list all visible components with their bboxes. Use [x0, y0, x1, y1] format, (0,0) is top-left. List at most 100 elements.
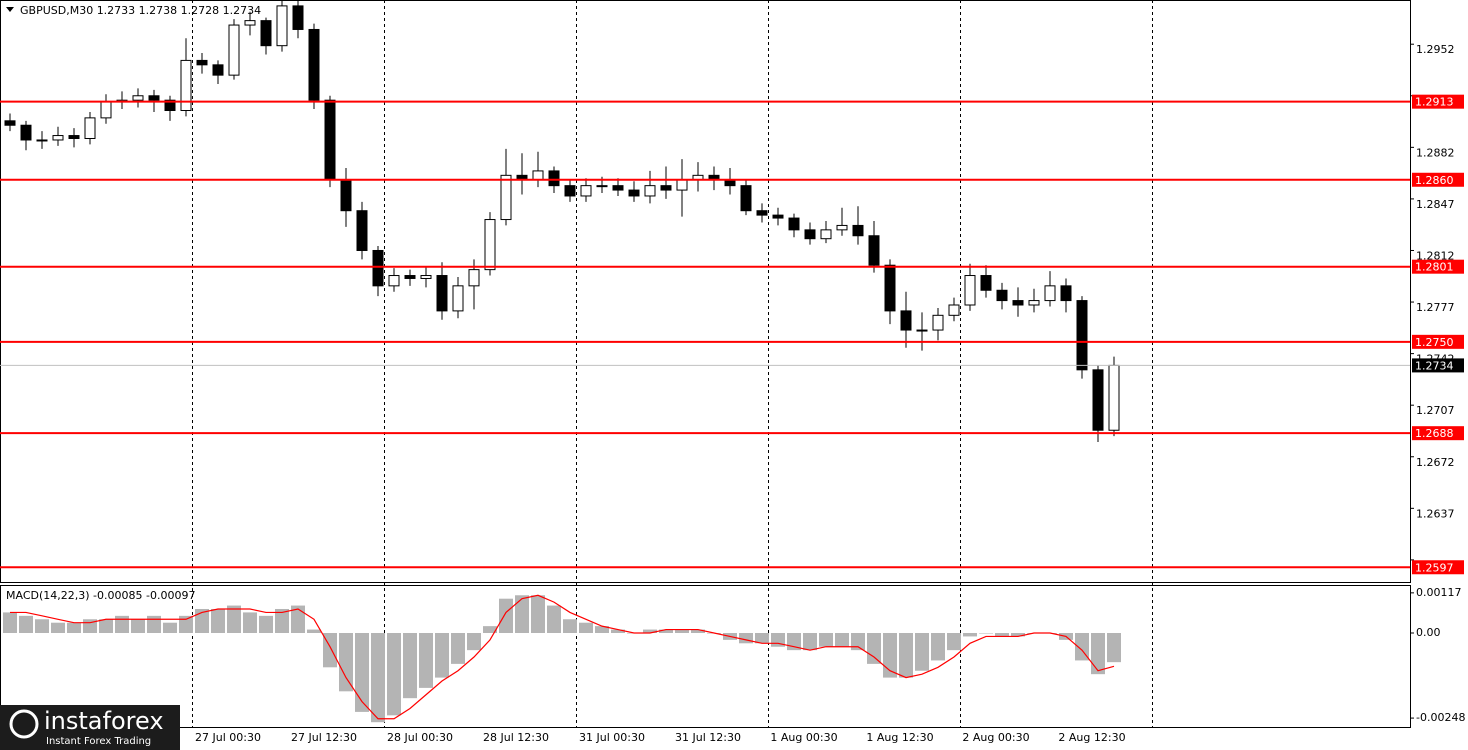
- x-tick-label: 1 Aug 12:30: [866, 731, 933, 744]
- level-label: 1.2913: [1415, 96, 1454, 109]
- macd-bar: [131, 619, 145, 633]
- chart-title: GBPUSD,M30 1.2733 1.2738 1.2728 1.2734: [20, 4, 261, 17]
- macd-bar: [691, 629, 705, 633]
- candle-body: [420, 275, 432, 279]
- candle-body: [52, 135, 64, 141]
- y-tick-label: 1.2882: [1416, 146, 1455, 159]
- candle-body: [164, 99, 176, 112]
- x-tick-label: 28 Jul 00:30: [387, 731, 453, 744]
- macd-bar: [819, 633, 833, 647]
- y-tick-label: 1.2777: [1416, 301, 1455, 314]
- macd-bar: [67, 622, 81, 633]
- candle-body: [1108, 364, 1120, 431]
- level-tag: [1412, 94, 1464, 109]
- macd-bar: [659, 629, 673, 633]
- candle-body: [980, 275, 992, 291]
- candle-body: [292, 5, 304, 30]
- x-tick-label: 2 Aug 00:30: [962, 731, 1029, 744]
- y-tick-label: 0.00: [1416, 626, 1441, 639]
- candle-body: [468, 269, 480, 287]
- macd-bar: [563, 619, 577, 633]
- macd-bar: [979, 633, 993, 634]
- macd-bar: [195, 608, 209, 633]
- candle-body: [484, 219, 496, 271]
- macd-bar: [803, 633, 817, 651]
- candle-body: [1012, 300, 1024, 306]
- candle-body: [388, 275, 400, 287]
- macd-bar: [643, 629, 657, 633]
- macd-bar: [1011, 633, 1025, 637]
- candle-body: [228, 24, 240, 76]
- candle-body: [532, 170, 544, 181]
- watermark: instaforex Instant Forex Trading: [0, 705, 180, 750]
- macd-bar: [243, 612, 257, 633]
- macd-bar: [931, 633, 945, 661]
- candle-body: [4, 120, 16, 126]
- candle-body: [500, 174, 512, 221]
- macd-bar: [675, 629, 689, 633]
- candle-body: [180, 59, 192, 112]
- candle-body: [100, 101, 112, 119]
- x-tick-label: 28 Jul 12:30: [483, 731, 549, 744]
- level-label: 1.2860: [1415, 174, 1454, 187]
- candle-body: [548, 170, 560, 187]
- macd-bar: [1075, 633, 1089, 661]
- macd-bar: [387, 633, 401, 716]
- macd-bar: [35, 619, 49, 633]
- level-label: 1.2688: [1415, 427, 1454, 440]
- watermark-logo: [9, 709, 39, 739]
- x-tick-label: 27 Jul 12:30: [291, 731, 357, 744]
- y-tick-label: 1.2637: [1416, 507, 1455, 520]
- candle-body: [996, 289, 1008, 302]
- macd-bar: [355, 633, 369, 712]
- candle-body: [308, 28, 320, 101]
- candle-body: [900, 310, 912, 331]
- macd-bar: [867, 633, 881, 664]
- macd-bar: [515, 595, 529, 633]
- macd-bar: [995, 633, 1009, 637]
- candle-body: [852, 224, 864, 237]
- macd-bar: [947, 633, 961, 651]
- macd-bar: [755, 633, 769, 644]
- candle-body: [580, 185, 592, 197]
- candle-body: [244, 20, 256, 26]
- signal-line: [10, 594, 1115, 720]
- macd-bar: [115, 615, 129, 633]
- macd-bar: [371, 633, 385, 723]
- macd-bar: [451, 633, 465, 664]
- y-tick-label: 1.2707: [1416, 404, 1455, 417]
- macd-bar: [579, 622, 593, 633]
- candle-body: [916, 329, 928, 332]
- x-tick-label: 31 Jul 12:30: [675, 731, 741, 744]
- candle-body: [836, 224, 848, 231]
- level-label: 1.2801: [1415, 261, 1454, 274]
- macd-bar: [739, 633, 753, 644]
- level-label: 1.2597: [1415, 561, 1454, 574]
- candle-body: [20, 124, 32, 141]
- level-tag: [1412, 172, 1464, 187]
- current-price-label: 1.2734: [1415, 359, 1454, 372]
- macd-bar: [1107, 633, 1121, 663]
- level-tag: [1412, 259, 1464, 274]
- candle-body: [804, 229, 816, 240]
- candle-body: [452, 285, 464, 312]
- candle-body: [404, 275, 416, 279]
- watermark-tagline: Instant Forex Trading: [46, 736, 151, 747]
- candle-body: [932, 314, 944, 331]
- level-label: 1.2750: [1415, 336, 1454, 349]
- macd-bar: [915, 633, 929, 671]
- macd-bar: [899, 633, 913, 678]
- candle-body: [660, 185, 672, 191]
- day-separators: [192, 0, 1153, 727]
- collapse-icon: [6, 7, 14, 12]
- macd-bar: [19, 615, 33, 633]
- candle-body: [740, 185, 752, 212]
- y-tick-label: -0.00248: [1416, 711, 1465, 724]
- macd-bar: [275, 608, 289, 633]
- candle-body: [1044, 285, 1056, 302]
- macd-bar: [291, 605, 305, 633]
- main-panel: [0, 0, 1411, 583]
- candle-body: [68, 135, 80, 140]
